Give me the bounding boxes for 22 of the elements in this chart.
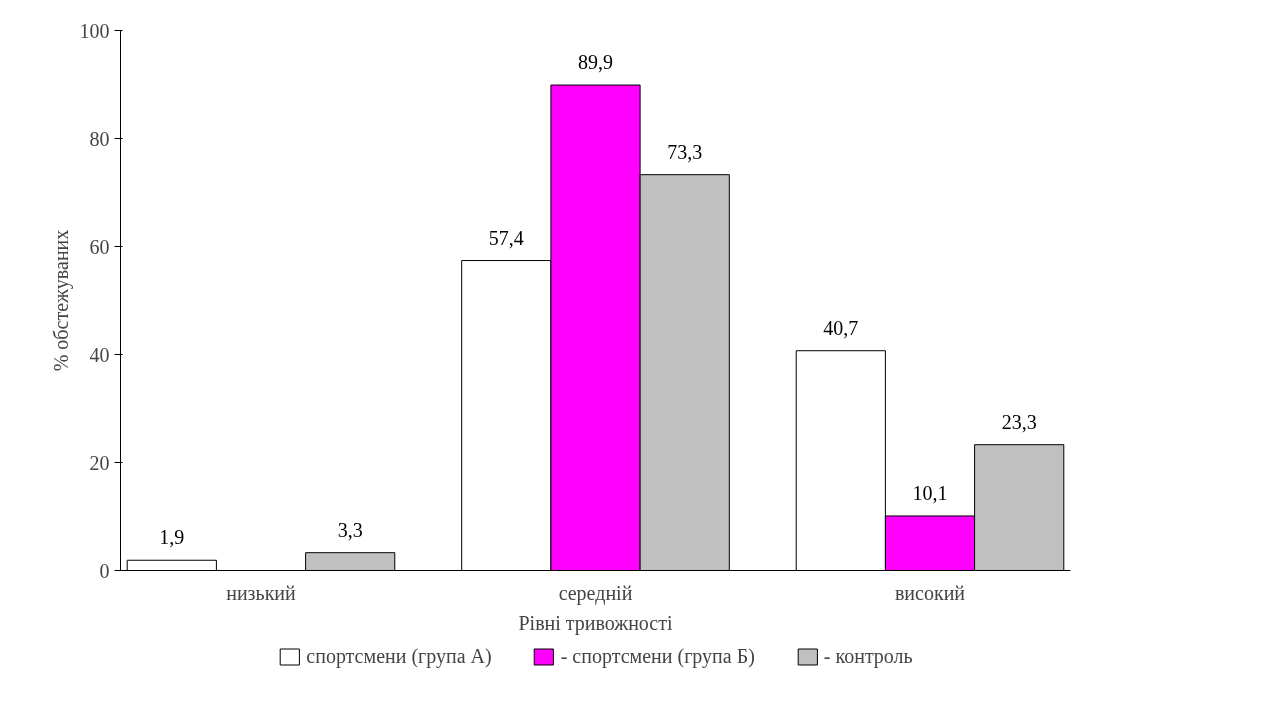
legend-label: спортсмени (група А) <box>306 644 492 668</box>
y-tick-label: 40 <box>89 343 110 366</box>
data-label: 10,1 <box>912 481 948 504</box>
data-label: 23,3 <box>1001 410 1037 433</box>
x-tick-label: низький <box>226 581 297 604</box>
x-tick-label: середній <box>558 581 633 605</box>
y-tick-label: 60 <box>89 235 110 258</box>
legend-label: - спортсмени (група Б) <box>560 644 755 668</box>
y-tick-label: 80 <box>89 127 110 150</box>
y-tick-label: 100 <box>79 19 110 42</box>
legend-label: - контроль <box>823 644 913 668</box>
y-tick-label: 20 <box>89 451 110 474</box>
data-label: 57,4 <box>488 226 524 249</box>
data-label: 89,9 <box>578 51 613 74</box>
x-tick-label: високий <box>894 581 966 604</box>
data-label: 3,3 <box>337 518 363 541</box>
x-axis-title: Рівні тривожності <box>518 611 673 635</box>
y-tick-label: 0 <box>99 559 110 582</box>
y-axis-title: % обстежуваних <box>49 229 73 372</box>
data-label: 73,3 <box>667 140 703 163</box>
data-label: 1,9 <box>159 526 185 549</box>
data-label: 40,7 <box>823 316 859 339</box>
